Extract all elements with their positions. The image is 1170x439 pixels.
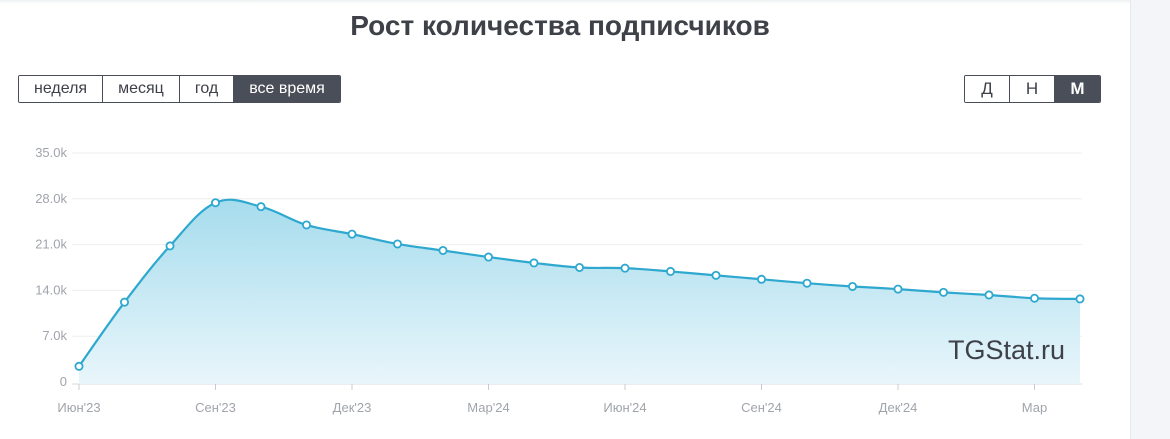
period-selector: неделя месяц год все время xyxy=(18,75,341,103)
y-tick-label: 28.0k xyxy=(35,191,67,206)
period-month-button[interactable]: месяц xyxy=(103,76,180,102)
x-tick-label: Июн'24 xyxy=(603,400,646,415)
subscriber-growth-chart: 0 7.0k 14.0k 21.0k 28.0k 35.0k Июн'23 Сен'23 Дек… xyxy=(35,145,1085,415)
data-point xyxy=(347,229,357,239)
data-point xyxy=(301,220,311,230)
data-point xyxy=(1030,293,1040,303)
period-all-time-button[interactable]: все время xyxy=(234,76,340,102)
granularity-day-button[interactable]: Д xyxy=(965,76,1010,102)
granularity-month-button[interactable]: М xyxy=(1055,76,1100,102)
x-tick-label: Мар'24 xyxy=(467,400,509,415)
y-tick-label: 35.0k xyxy=(35,145,67,160)
data-point xyxy=(711,270,721,280)
data-point xyxy=(483,252,493,262)
x-tick-label: Дек'23 xyxy=(333,400,372,415)
x-tick-label: Мар xyxy=(1022,400,1047,415)
data-point xyxy=(392,239,402,249)
data-point xyxy=(620,263,630,273)
x-tick-label: Сен'24 xyxy=(741,400,782,415)
data-point xyxy=(1075,294,1085,304)
period-year-button[interactable]: год xyxy=(179,76,235,102)
x-tick-label: Сен'23 xyxy=(195,400,236,415)
y-tick-label: 0 xyxy=(60,374,67,389)
data-point xyxy=(984,290,994,300)
data-point xyxy=(848,281,858,291)
data-point xyxy=(575,262,585,272)
data-point xyxy=(893,284,903,294)
data-point xyxy=(210,198,220,208)
x-tick-label: Дек'24 xyxy=(879,400,918,415)
data-point xyxy=(165,241,175,251)
data-point xyxy=(120,297,130,307)
series-area xyxy=(79,199,1080,384)
watermark-logo: TGStat.ru xyxy=(948,335,1066,365)
chart-title: Рост количества подписчиков xyxy=(350,10,770,41)
data-point xyxy=(802,278,812,288)
data-point xyxy=(256,202,266,212)
data-point xyxy=(666,266,676,276)
granularity-week-button[interactable]: Н xyxy=(1010,76,1055,102)
granularity-selector: Д Н М xyxy=(964,75,1101,103)
data-point xyxy=(939,287,949,297)
data-point xyxy=(529,258,539,268)
top-shadow xyxy=(0,0,1130,4)
side-panel xyxy=(1130,0,1170,439)
y-tick-label: 21.0k xyxy=(35,237,67,252)
data-point xyxy=(757,274,767,284)
x-tick-label: Июн'23 xyxy=(57,400,100,415)
period-week-button[interactable]: неделя xyxy=(19,76,104,102)
data-point xyxy=(438,245,448,255)
y-tick-label: 7.0k xyxy=(42,328,67,343)
data-point xyxy=(74,361,84,371)
y-tick-label: 14.0k xyxy=(35,282,67,297)
